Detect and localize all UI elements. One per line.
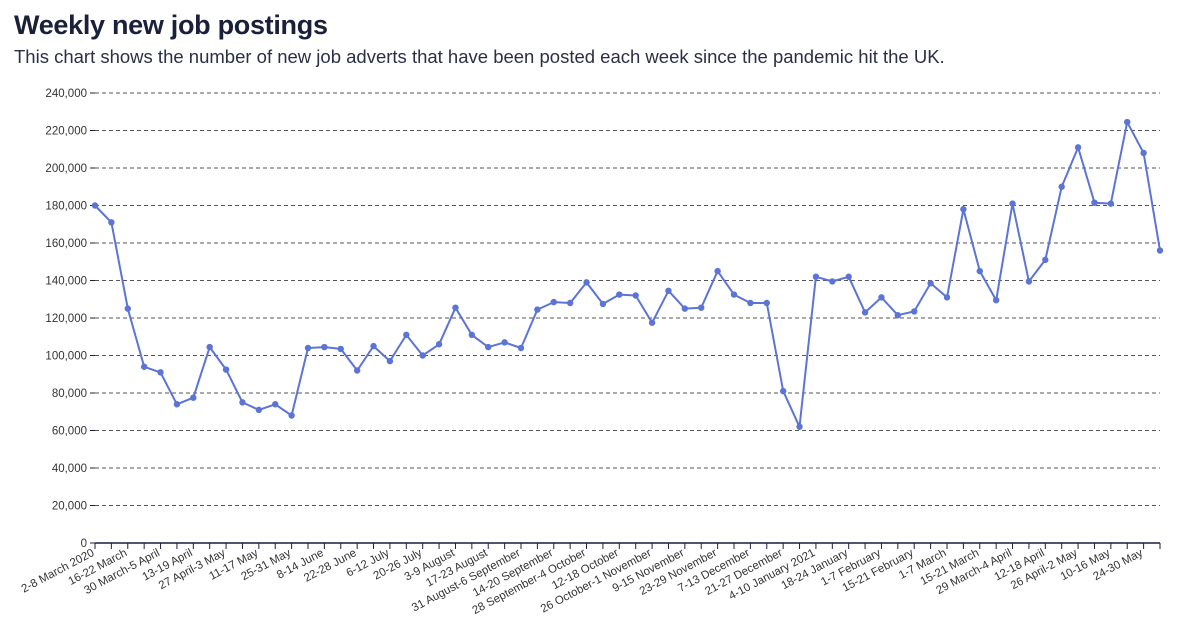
gridlines bbox=[95, 92, 1160, 506]
data-point[interactable] bbox=[534, 306, 541, 313]
data-point[interactable] bbox=[403, 331, 410, 339]
y-tick-label: 200,000 bbox=[45, 163, 87, 175]
data-point[interactable] bbox=[435, 341, 443, 348]
y-tick-label: 140,000 bbox=[45, 276, 87, 288]
data-point[interactable] bbox=[943, 294, 951, 301]
data-point[interactable] bbox=[632, 292, 639, 299]
data-point[interactable] bbox=[501, 339, 508, 346]
data-point[interactable] bbox=[812, 273, 820, 280]
y-tick-label: 0 bbox=[81, 538, 87, 550]
y-tick-label: 80,000 bbox=[52, 388, 87, 400]
data-point[interactable] bbox=[91, 202, 99, 209]
data-point[interactable] bbox=[665, 287, 672, 295]
data-point[interactable] bbox=[337, 345, 344, 353]
data-point[interactable] bbox=[616, 291, 623, 298]
y-tick-label: 220,000 bbox=[45, 126, 87, 138]
data-point[interactable] bbox=[272, 401, 279, 408]
data-point[interactable] bbox=[222, 366, 230, 373]
data-point[interactable] bbox=[992, 296, 1000, 304]
data-point[interactable] bbox=[353, 367, 361, 374]
data-point[interactable] bbox=[1009, 200, 1016, 207]
y-axis: 0 20,000 40,000 60,000 80,000 100,000 120,000 1… bbox=[45, 88, 95, 550]
data-point[interactable] bbox=[599, 300, 607, 308]
data-point[interactable] bbox=[796, 423, 803, 430]
data-point[interactable] bbox=[1107, 200, 1115, 207]
data-point[interactable] bbox=[878, 294, 885, 301]
data-point[interactable] bbox=[550, 298, 557, 306]
data-point[interactable] bbox=[140, 363, 148, 370]
data-point[interactable] bbox=[681, 305, 689, 312]
data-point[interactable] bbox=[976, 267, 983, 275]
data-point[interactable] bbox=[894, 311, 902, 319]
data-point[interactable] bbox=[1074, 144, 1082, 151]
data-point[interactable] bbox=[239, 399, 246, 406]
y-tick-label: 180,000 bbox=[45, 201, 87, 213]
data-point[interactable] bbox=[779, 387, 787, 395]
data-point[interactable] bbox=[485, 343, 492, 351]
chart-title: Weekly new job postings bbox=[14, 10, 328, 40]
data-point[interactable] bbox=[1140, 149, 1147, 157]
y-tick-label: 240,000 bbox=[45, 88, 87, 100]
y-tick-label: 20,000 bbox=[52, 501, 87, 513]
data-point[interactable] bbox=[1091, 199, 1098, 206]
data-point[interactable] bbox=[1058, 183, 1065, 190]
y-tick-label: 120,000 bbox=[45, 313, 87, 325]
y-tick-label: 160,000 bbox=[45, 238, 87, 250]
chart-subtitle: This chart shows the number of new job a… bbox=[14, 46, 945, 67]
data-point[interactable] bbox=[386, 357, 394, 365]
data-point[interactable] bbox=[517, 344, 525, 352]
data-point[interactable] bbox=[124, 305, 131, 312]
data-point[interactable] bbox=[927, 280, 934, 287]
data-point[interactable] bbox=[1042, 256, 1049, 264]
data-point[interactable] bbox=[566, 299, 574, 307]
data-point[interactable] bbox=[419, 352, 426, 359]
series-line-group bbox=[91, 118, 1164, 430]
data-point[interactable] bbox=[829, 278, 836, 285]
data-point[interactable] bbox=[321, 343, 328, 351]
y-tick-label: 60,000 bbox=[52, 426, 87, 438]
data-point[interactable] bbox=[747, 299, 754, 307]
data-point[interactable] bbox=[648, 319, 656, 326]
data-point[interactable] bbox=[190, 394, 197, 401]
data-point[interactable] bbox=[452, 304, 459, 311]
data-point[interactable] bbox=[157, 369, 164, 376]
data-point[interactable] bbox=[763, 299, 770, 307]
data-point[interactable] bbox=[255, 406, 263, 414]
data-point[interactable] bbox=[583, 279, 590, 286]
data-point[interactable] bbox=[370, 342, 377, 350]
data-point[interactable] bbox=[1156, 247, 1164, 254]
data-point[interactable] bbox=[206, 343, 213, 351]
data-point[interactable] bbox=[468, 331, 476, 339]
data-point[interactable] bbox=[861, 309, 869, 316]
data-point[interactable] bbox=[845, 273, 852, 280]
y-tick-label: 100,000 bbox=[45, 351, 87, 363]
data-point[interactable] bbox=[173, 401, 181, 408]
data-point[interactable] bbox=[108, 219, 115, 226]
data-point[interactable] bbox=[698, 304, 705, 311]
y-tick-label: 40,000 bbox=[52, 463, 87, 475]
data-point[interactable] bbox=[960, 206, 967, 213]
data-point[interactable] bbox=[1025, 278, 1033, 285]
data-point[interactable] bbox=[304, 344, 312, 352]
data-point[interactable] bbox=[288, 412, 295, 419]
data-point[interactable] bbox=[730, 291, 738, 298]
data-point[interactable] bbox=[1124, 118, 1131, 126]
data-point[interactable] bbox=[714, 267, 721, 275]
data-point[interactable] bbox=[911, 308, 918, 315]
